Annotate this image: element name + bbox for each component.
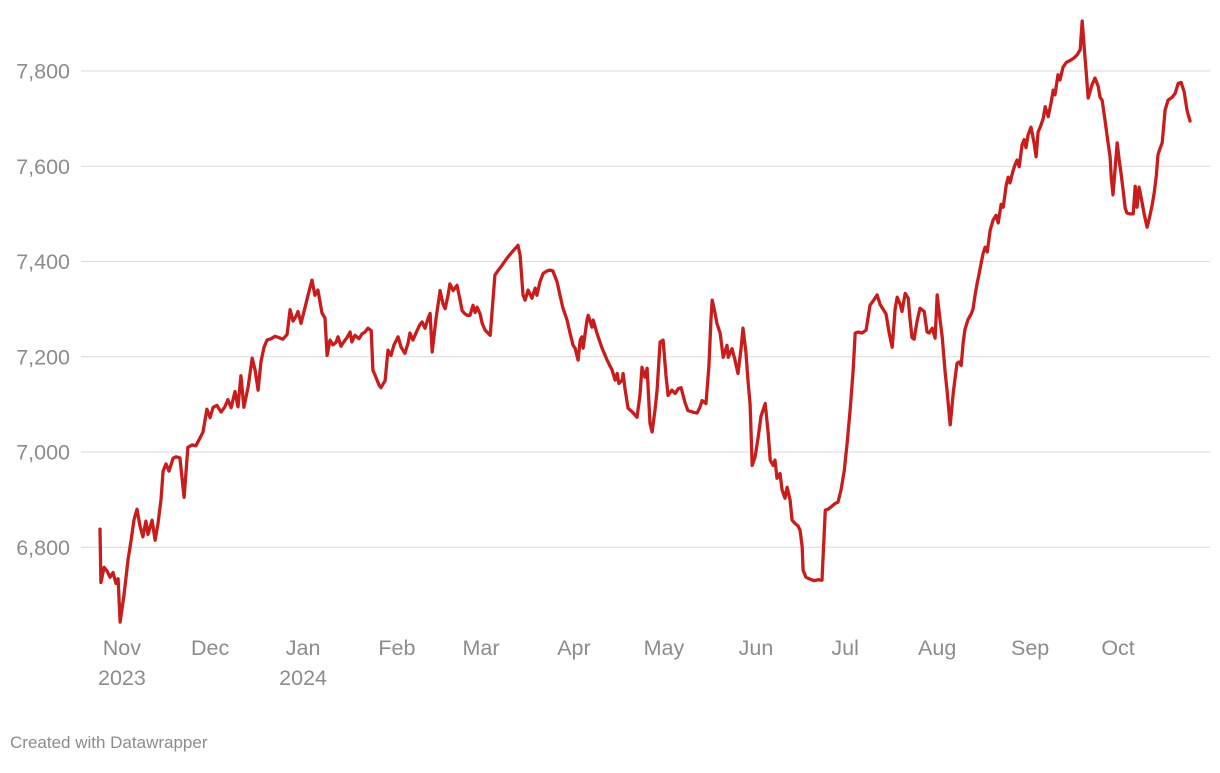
y-tick-label: 7,800 — [16, 60, 70, 84]
x-tick-label: Nov — [103, 636, 141, 660]
x-tick-label: Jan — [286, 636, 321, 660]
x-axis-labels: Nov 2023 Dec Jan 2024 Feb Mar Apr May Jun Jul Aug Se… — [98, 636, 1135, 690]
x-tick-label: Apr — [557, 636, 590, 660]
series-line — [98, 19, 1192, 624]
y-axis-labels: 7,800 7,600 7,400 7,200 7,000 6,800 — [16, 60, 70, 560]
x-tick-label: Jun — [739, 636, 774, 660]
x-tick-label: Dec — [191, 636, 229, 660]
x-tick-label: Feb — [378, 636, 415, 660]
y-tick-label: 7,600 — [16, 155, 70, 179]
x-tick-label: Mar — [462, 636, 499, 660]
gridlines — [81, 70, 1210, 548]
x-tick-label: Aug — [918, 636, 956, 660]
x-tick-label: Sep — [1011, 636, 1049, 660]
x-tick-label: May — [644, 636, 685, 660]
y-tick-label: 7,400 — [16, 250, 70, 274]
x-tick-year-label: 2023 — [98, 666, 146, 690]
datawrapper-credit-link[interactable]: Created with Datawrapper — [10, 733, 208, 752]
y-tick-label: 6,800 — [16, 536, 70, 560]
y-tick-label: 7,000 — [16, 441, 70, 465]
x-tick-label: Jul — [831, 636, 858, 660]
x-tick-label: Oct — [1101, 636, 1134, 660]
y-tick-label: 7,200 — [16, 345, 70, 369]
x-tick-year-label: 2024 — [279, 666, 327, 690]
